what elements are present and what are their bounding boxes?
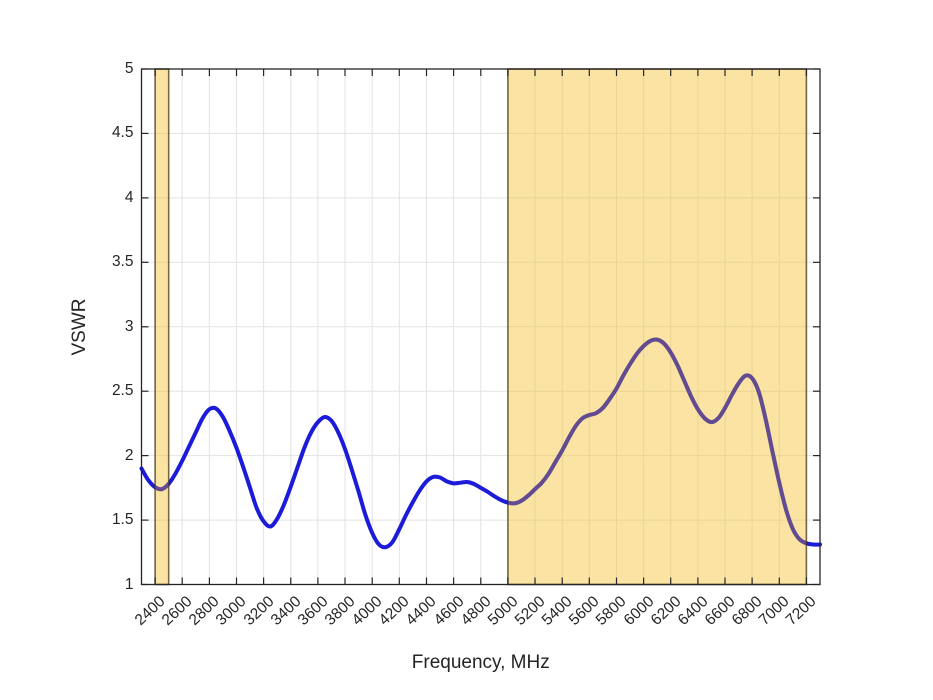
x-axis-label: Frequency, MHz [411,652,550,673]
band-5000-7200 [507,68,808,586]
y-tick-label: 4 [124,188,134,206]
y-tick-label: 2.5 [111,382,134,400]
band-2400-2500 [154,68,170,586]
vswr-curve-in-band [507,337,807,546]
y-axis-label: VSWR [69,298,90,356]
y-tick-label: 1 [124,575,134,593]
y-tick-label: 3.5 [111,253,134,271]
y-tick-label: 4.5 [111,124,134,142]
y-tick-label: 5 [124,60,134,77]
y-tick-label: 1.5 [111,511,134,529]
y-tick-label: 2 [124,446,134,464]
y-tick-label: 3 [124,317,134,335]
